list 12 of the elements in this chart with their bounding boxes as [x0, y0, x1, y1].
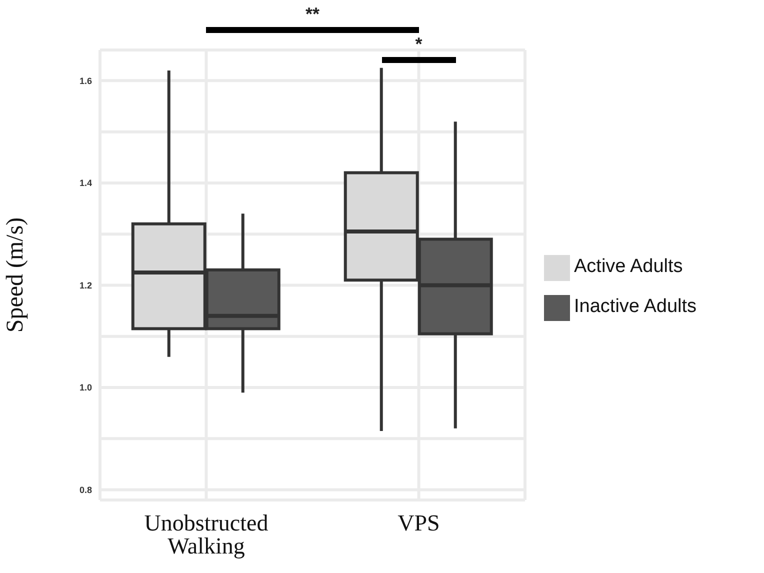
y-tick-label: 0.8	[79, 484, 92, 495]
x-tick-label: Unobstructed Walking	[144, 510, 269, 558]
legend-label: Active Adults	[574, 256, 683, 276]
text: **	[304, 4, 320, 25]
y-tick-label: 1.0	[79, 382, 92, 393]
y-axis-title: Speed (m/s)	[2, 217, 29, 333]
y-tick-label: 1.4	[79, 178, 92, 188]
y-tick-label: 1.6	[79, 76, 92, 86]
y-tick-label: 1.2	[79, 280, 92, 290]
legend-label: Inactive Adults	[574, 296, 697, 316]
x-tick-label: VPS	[398, 510, 440, 536]
annotation: *	[414, 34, 424, 55]
